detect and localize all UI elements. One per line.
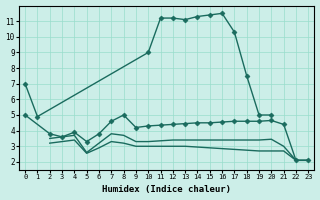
X-axis label: Humidex (Indice chaleur): Humidex (Indice chaleur) <box>102 185 231 194</box>
